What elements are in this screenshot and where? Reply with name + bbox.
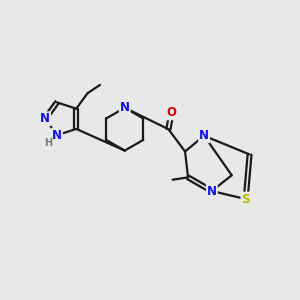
Text: N: N <box>207 184 217 197</box>
Text: N: N <box>40 112 50 125</box>
Text: N: N <box>52 129 62 142</box>
Text: N: N <box>120 101 130 114</box>
Text: H: H <box>44 138 52 148</box>
Text: O: O <box>167 106 176 119</box>
Text: S: S <box>242 193 250 206</box>
Text: N: N <box>199 129 209 142</box>
